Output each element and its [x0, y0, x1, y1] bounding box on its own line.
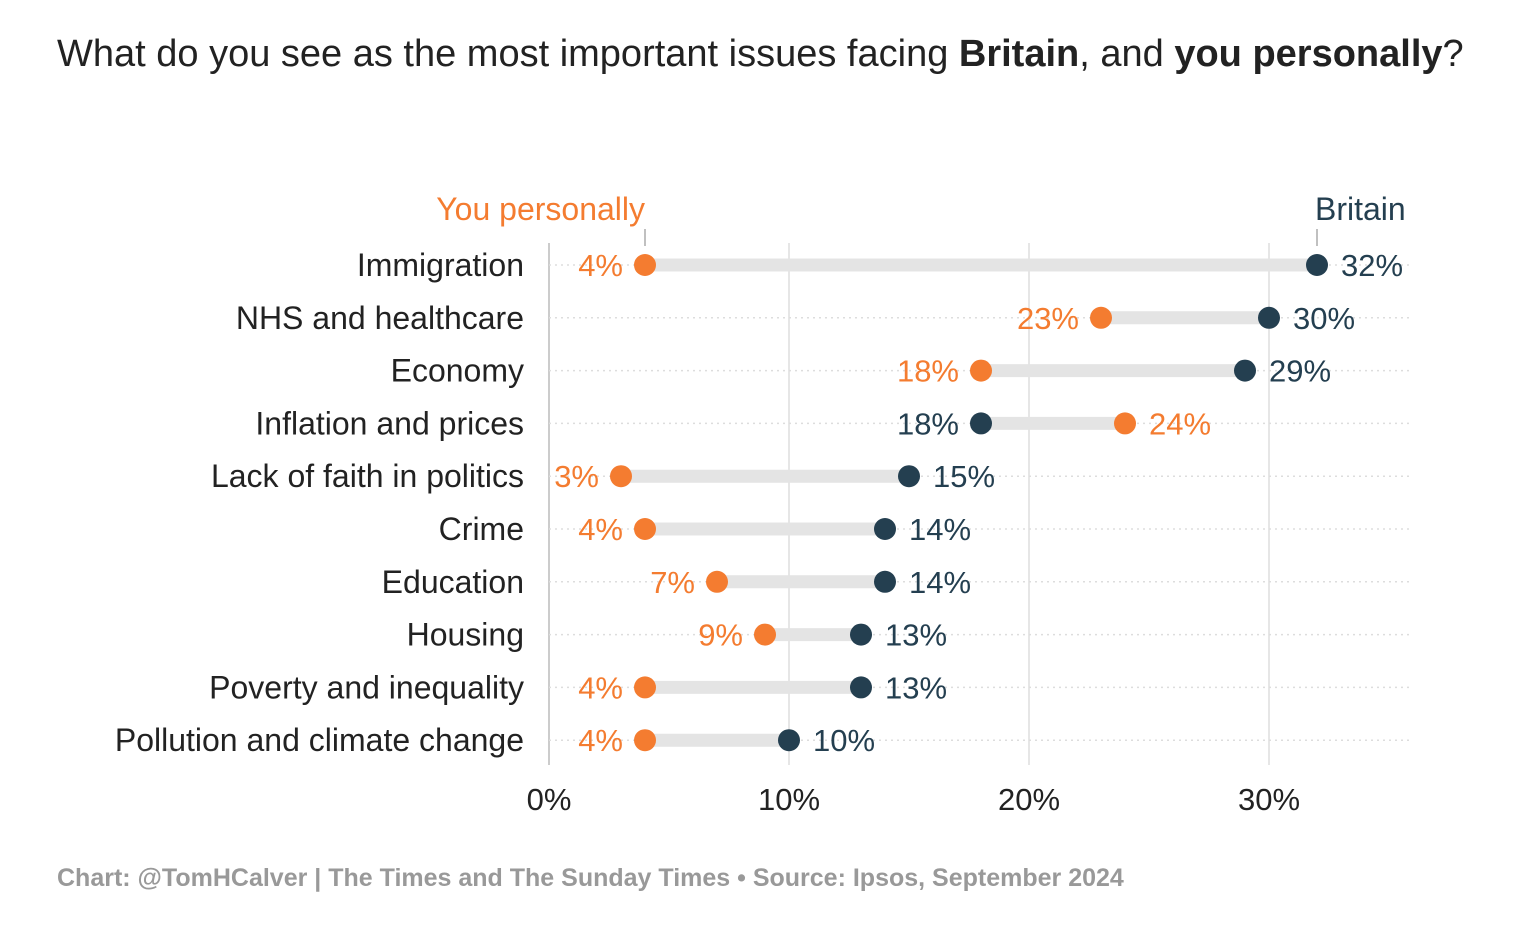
x-tick-label: 20% [998, 782, 1060, 817]
britain-dot [970, 412, 992, 435]
title-bold-you-personally: you personally [1174, 33, 1443, 75]
britain-value-label: 32% [1341, 248, 1403, 283]
britain-dot [778, 729, 800, 752]
britain-value-label: 14% [909, 512, 971, 547]
category-label: Poverty and inequality [209, 669, 524, 705]
category-label: NHS and healthcare [236, 300, 524, 336]
personal-value-label: 3% [554, 459, 599, 494]
personal-value-label: 24% [1149, 406, 1211, 441]
britain-value-label: 13% [885, 618, 947, 653]
britain-value-label: 10% [813, 723, 875, 758]
x-tick-label: 10% [758, 782, 820, 817]
personal-dot [610, 465, 632, 488]
legend-britain: Britain [1315, 191, 1406, 227]
personal-dot [634, 676, 656, 699]
britain-value-label: 30% [1293, 301, 1355, 336]
personal-value-label: 7% [650, 565, 695, 600]
personal-value-label: 18% [897, 354, 959, 389]
legend-you-personally: You personally [436, 191, 645, 227]
britain-dot [850, 623, 872, 646]
category-label: Lack of faith in politics [211, 458, 524, 494]
title-text: ? [1442, 33, 1464, 75]
x-tick-label: 30% [1238, 782, 1300, 817]
personal-dot [754, 623, 776, 646]
personal-dot [634, 518, 656, 540]
personal-value-label: 4% [578, 723, 623, 758]
britain-value-label: 29% [1269, 354, 1331, 389]
britain-value-label: 15% [933, 459, 995, 494]
personal-value-label: 23% [1017, 301, 1079, 336]
britain-value-label: 13% [885, 670, 947, 705]
personal-dot [970, 359, 992, 382]
personal-value-label: 4% [578, 670, 623, 705]
personal-dot [634, 729, 656, 752]
personal-dot [1114, 412, 1136, 435]
title-bold-britain: Britain [958, 33, 1080, 75]
britain-dot [1234, 359, 1256, 382]
category-label: Economy [391, 353, 524, 389]
personal-dot [706, 570, 728, 593]
title-text: What do you see as the most important is… [57, 33, 959, 75]
category-label: Crime [439, 511, 524, 547]
personal-value-label: 4% [578, 248, 623, 283]
category-label: Inflation and prices [255, 405, 524, 441]
personal-dot [1090, 306, 1112, 329]
britain-dot [874, 570, 896, 593]
title-text: , and [1079, 33, 1175, 75]
britain-dot [898, 465, 920, 488]
britain-dot [850, 676, 872, 699]
personal-value-label: 9% [698, 618, 743, 653]
chart-title: What do you see as the most important is… [57, 26, 1477, 83]
personal-dot [634, 254, 656, 276]
britain-value-label: 18% [897, 406, 959, 441]
category-label: Education [382, 564, 524, 600]
personal-value-label: 4% [578, 512, 623, 547]
category-label: Housing [407, 617, 524, 653]
category-label: Pollution and climate change [115, 722, 524, 758]
britain-dot [874, 518, 896, 540]
category-label: Immigration [357, 247, 524, 283]
britain-dot [1306, 254, 1328, 276]
chart-credit: Chart: @TomHCalver | The Times and The S… [57, 864, 1124, 892]
x-tick-label: 0% [527, 782, 572, 817]
britain-value-label: 14% [909, 565, 971, 600]
britain-dot [1258, 306, 1280, 329]
